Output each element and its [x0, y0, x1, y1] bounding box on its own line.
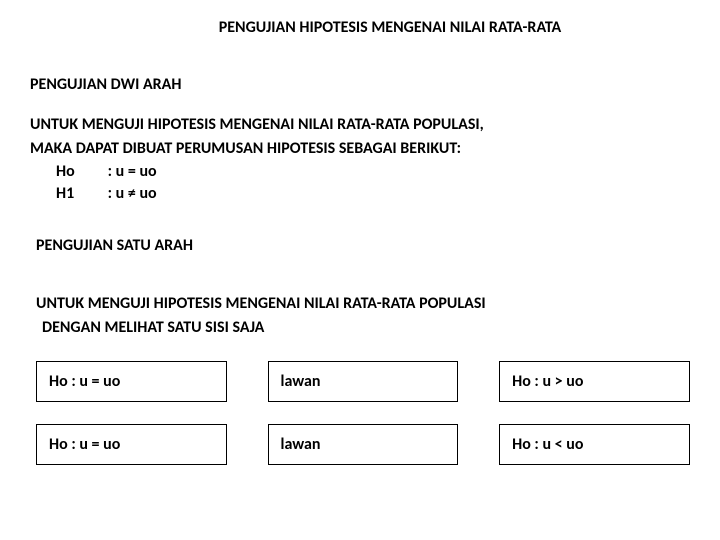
- section1-line1: UNTUK MENGUJI HIPOTESIS MENGENAI NILAI R…: [30, 114, 690, 136]
- table-cell: Ho : u = uo: [36, 361, 227, 402]
- table-cell: Ho : u = uo: [36, 424, 227, 465]
- h1-label: H1: [56, 183, 104, 205]
- table-cell: Ho : u > uo: [499, 361, 690, 402]
- h0-label: Ho: [56, 161, 104, 183]
- table-row: Ho : u = uo lawan Ho : u < uo: [36, 424, 690, 465]
- section2-heading: PENGUJIAN SATU ARAH: [36, 236, 690, 255]
- section1-line2: MAKA DAPAT DIBUAT PERUMUSAN HIPOTESIS SE…: [30, 138, 690, 160]
- hypothesis-h0: Ho : u = uo: [30, 161, 690, 183]
- section2-line1: UNTUK MENGUJI HIPOTESIS MENGENAI NILAI R…: [36, 293, 690, 315]
- table-row: Ho : u = uo lawan Ho : u > uo: [36, 361, 690, 402]
- table-cell: lawan: [268, 424, 459, 465]
- hypothesis-h1: H1 : u ≠ uo: [30, 183, 690, 205]
- section1-heading: PENGUJIAN DWI ARAH: [30, 75, 690, 94]
- h0-value: : u = uo: [108, 162, 157, 181]
- page-title: PENGUJIAN HIPOTESIS MENGENAI NILAI RATA-…: [30, 18, 690, 37]
- hypothesis-table: Ho : u = uo lawan Ho : u > uo Ho : u = u…: [30, 361, 690, 465]
- table-cell: Ho : u < uo: [499, 424, 690, 465]
- h1-value: : u ≠ uo: [108, 184, 157, 203]
- section2-line2: DENGAN MELIHAT SATU SISI SAJA: [36, 317, 690, 339]
- table-cell: lawan: [268, 361, 459, 402]
